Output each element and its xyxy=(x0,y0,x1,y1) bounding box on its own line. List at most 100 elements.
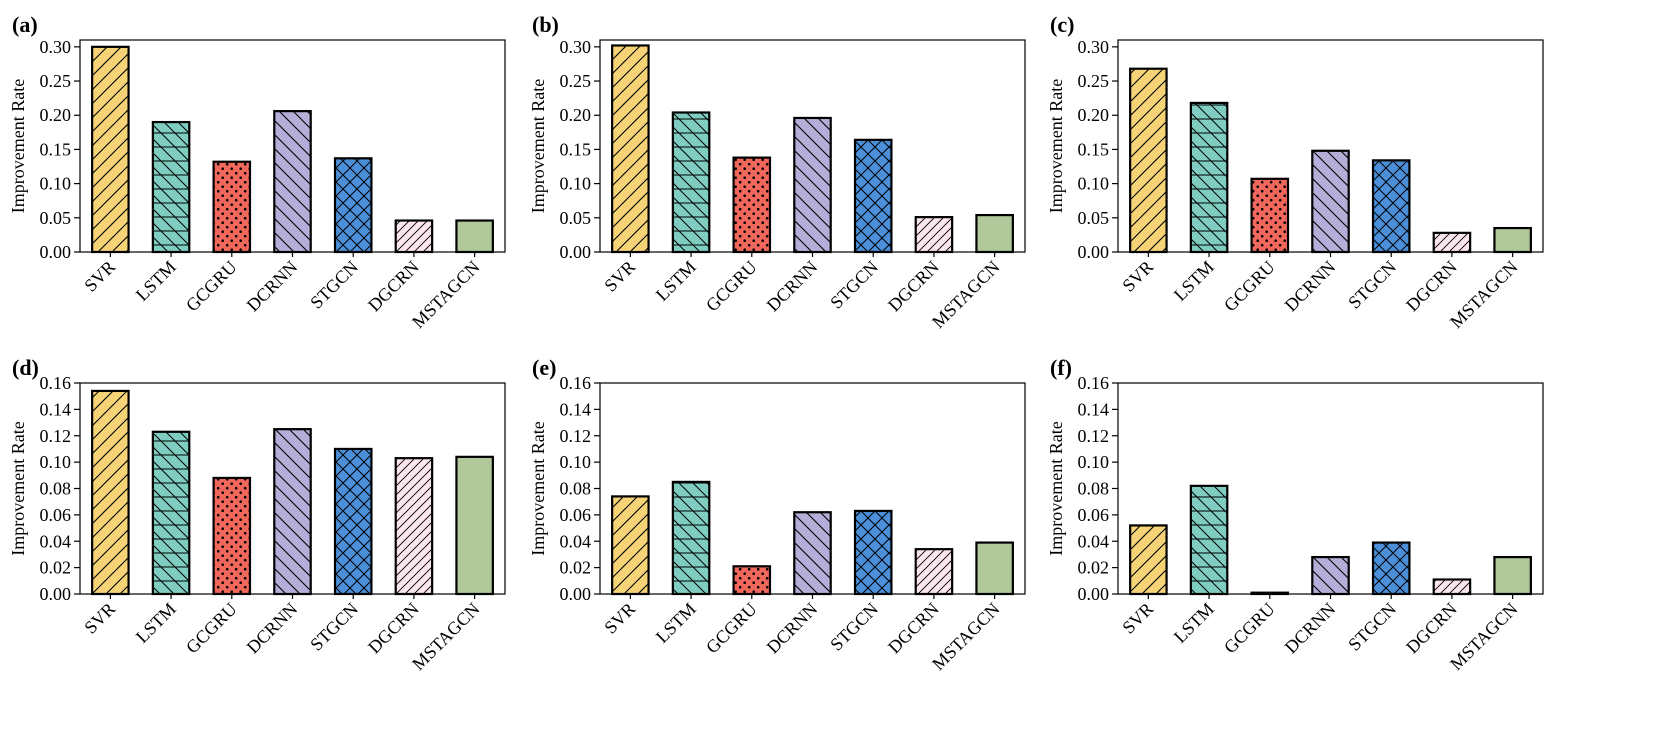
y-tick-label: 0.30 xyxy=(40,37,72,57)
y-tick-label: 0.06 xyxy=(560,505,592,525)
panel-label: (f) xyxy=(1050,355,1072,380)
y-tick-label: 0.15 xyxy=(560,139,592,159)
bar-hatch-lstm xyxy=(152,122,190,252)
panel-label: (d) xyxy=(12,355,39,380)
y-tick-label: 0.16 xyxy=(1078,373,1110,393)
y-tick-label: 0.12 xyxy=(1078,426,1110,446)
y-tick-label: 0.04 xyxy=(560,531,592,551)
x-tick-label: STGCN xyxy=(1344,257,1400,313)
y-tick-label: 0.02 xyxy=(40,558,72,578)
y-tick-label: 0.10 xyxy=(40,452,72,472)
plot-frame xyxy=(599,39,1026,253)
bar-hatch-svr xyxy=(1130,68,1167,252)
x-tick-label: DGCRN xyxy=(884,599,943,658)
x-tick-label: SVR xyxy=(600,599,639,638)
bar-mstagcn xyxy=(456,220,493,252)
bar-mstagcn xyxy=(456,456,493,594)
bar-hatch-dcrnn xyxy=(274,111,311,252)
bar-mstagcn xyxy=(1494,228,1531,252)
x-tick-label: LSTM xyxy=(1170,257,1218,305)
y-tick-label: 0.20 xyxy=(560,105,592,125)
bar-hatch-stgcn xyxy=(1373,542,1410,594)
chart-panel-f: (f) Improvement Rate 0.00 0.02 0.04 0.06 0.08 0… xyxy=(1046,355,1544,674)
x-tick-label: GCGRU xyxy=(1220,599,1279,658)
x-tick-label: STGCN xyxy=(826,599,882,655)
panel-label: (c) xyxy=(1050,12,1074,37)
x-tick-label: SVR xyxy=(80,257,119,296)
bar-hatch-stgcn xyxy=(335,158,372,252)
bar-hatch-gcgru xyxy=(1251,178,1288,252)
chart-panel-d: (d) Improvement Rate 0.00 0.02 0.04 0.06 0.08 0… xyxy=(8,355,506,674)
bar-hatch-stgcn xyxy=(1373,160,1410,252)
x-tick-label: SVR xyxy=(1118,257,1157,296)
bar-mstagcn xyxy=(976,215,1013,252)
y-tick-label: 0.00 xyxy=(560,584,592,604)
bar-hatch-svr xyxy=(612,496,649,594)
y-tick-label: 0.15 xyxy=(40,139,72,159)
y-tick-label: 0.00 xyxy=(1078,242,1110,262)
x-tick-label: GCGRU xyxy=(702,257,761,316)
bar-hatch-dgcrn xyxy=(395,458,433,594)
y-axis-label: Improvement Rate xyxy=(8,421,28,555)
plot-frame xyxy=(599,382,1026,595)
x-tick-label: LSTM xyxy=(652,257,700,305)
x-tick-label: DCRNN xyxy=(763,599,822,658)
y-tick-label: 0.05 xyxy=(1078,208,1110,228)
y-tick-label: 0.08 xyxy=(560,479,592,499)
y-tick-label: 0.00 xyxy=(1078,584,1110,604)
y-tick-label: 0.00 xyxy=(560,242,592,262)
x-tick-label: GCGRU xyxy=(702,599,761,658)
x-tick-label: LSTM xyxy=(652,599,700,647)
bar-hatch-svr xyxy=(92,46,129,252)
bar-hatch-gcgru xyxy=(213,477,250,594)
bar-hatch-stgcn xyxy=(855,510,892,594)
y-tick-label: 0.02 xyxy=(560,558,592,578)
y-tick-label: 0.14 xyxy=(560,399,592,419)
bar-hatch-lstm xyxy=(672,112,710,252)
y-tick-label: 0.25 xyxy=(1078,71,1110,91)
x-tick-label: DCRNN xyxy=(243,257,302,316)
x-tick-label: DGCRN xyxy=(364,257,423,316)
x-tick-label: GCGRU xyxy=(182,257,241,316)
x-tick-label: STGCN xyxy=(306,599,362,655)
bar-hatch-dgcrn xyxy=(1433,232,1471,252)
y-tick-label: 0.30 xyxy=(560,37,592,57)
y-tick-label: 0.04 xyxy=(40,531,72,551)
y-tick-label: 0.15 xyxy=(1078,139,1110,159)
y-tick-label: 0.08 xyxy=(1078,479,1110,499)
plot-frame xyxy=(79,39,506,253)
y-tick-label: 0.12 xyxy=(40,426,72,446)
y-tick-label: 0.25 xyxy=(40,71,72,91)
y-tick-label: 0.14 xyxy=(40,399,72,419)
x-tick-label: DGCRN xyxy=(364,599,423,658)
bar-hatch-dgcrn xyxy=(915,549,953,594)
bar-mstagcn xyxy=(1494,557,1531,594)
x-tick-label: GCGRU xyxy=(1220,257,1279,316)
y-tick-label: 0.06 xyxy=(1078,505,1110,525)
y-tick-label: 0.10 xyxy=(40,174,72,194)
y-tick-label: 0.05 xyxy=(40,208,72,228)
x-tick-label: STGCN xyxy=(306,257,362,313)
x-tick-label: SVR xyxy=(600,257,639,296)
bar-hatch-dcrnn xyxy=(274,429,311,594)
y-tick-label: 0.12 xyxy=(560,426,592,446)
bar-hatch-lstm xyxy=(1190,102,1228,252)
bar-hatch-dgcrn xyxy=(1433,579,1471,594)
bar-hatch-dgcrn xyxy=(395,220,433,252)
y-tick-label: 0.30 xyxy=(1078,37,1110,57)
bar-hatch-stgcn xyxy=(335,448,372,594)
plot-frame xyxy=(79,382,506,595)
plot-frame xyxy=(1117,39,1544,253)
y-tick-label: 0.06 xyxy=(40,505,72,525)
x-tick-label: STGCN xyxy=(1344,599,1400,655)
panel-label: (a) xyxy=(12,12,38,37)
y-tick-label: 0.16 xyxy=(40,373,72,393)
y-tick-label: 0.10 xyxy=(1078,174,1110,194)
bar-hatch-stgcn xyxy=(855,139,892,252)
bar-hatch-lstm xyxy=(1190,485,1228,594)
panel-label: (b) xyxy=(532,12,559,37)
bar-hatch-dcrnn xyxy=(1312,557,1349,594)
y-tick-label: 0.16 xyxy=(560,373,592,393)
bar-hatch-dgcrn xyxy=(915,217,953,252)
